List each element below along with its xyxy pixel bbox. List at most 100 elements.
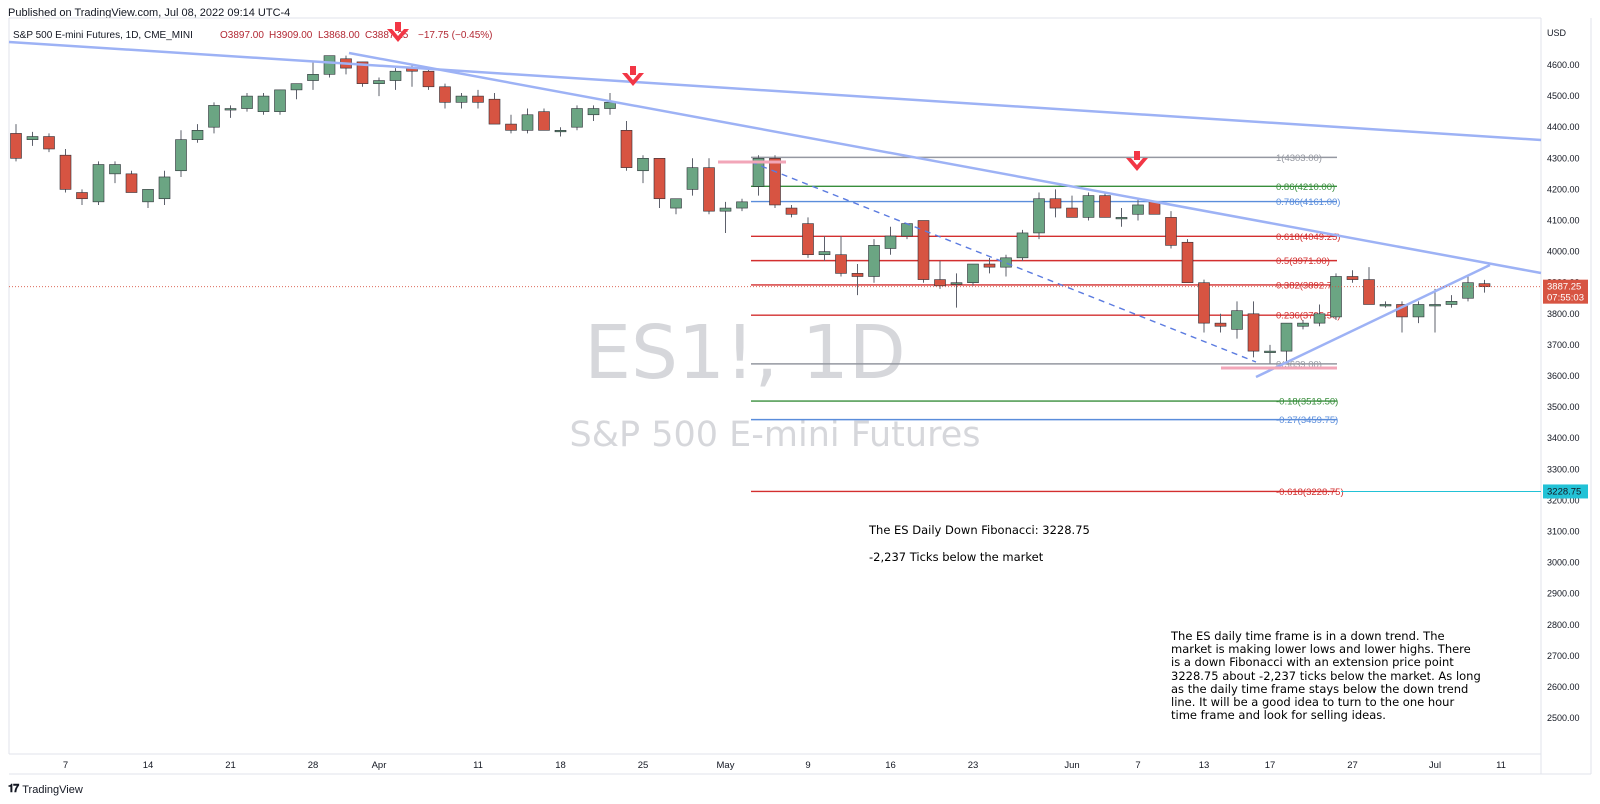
symbol-legend[interactable]: S&P 500 E-mini Futures, 1D, CME_MINI O38… — [13, 30, 493, 41]
fibonacci-retracement[interactable]: 1(4303.00) 0.86(4210.00) 0.786(4161.00) 0.6… — [751, 153, 1344, 498]
current-price-value: 3887.25 — [1547, 282, 1581, 293]
footer-brand[interactable]: 𝟏𝟕 TradingView — [8, 783, 83, 796]
candle-body — [43, 136, 55, 150]
candle-body — [158, 176, 171, 200]
candle-body — [505, 123, 517, 131]
fib-level-label: 0.5(3971.00) — [1276, 256, 1330, 267]
candle-body — [1115, 217, 1128, 220]
candle-body — [719, 207, 732, 212]
trend-lines[interactable] — [8, 40, 1542, 379]
downtrend-line[interactable] — [348, 51, 1542, 275]
candle-body — [769, 158, 781, 206]
candle-body — [1132, 204, 1144, 215]
candle-body — [208, 105, 220, 128]
fib-level-label: 0.618(4049.25) — [1276, 232, 1340, 243]
candle-body — [818, 251, 831, 256]
price-tick-label: 3300.00 — [1547, 464, 1580, 474]
candle-body — [10, 133, 22, 159]
time-tick-label: 28 — [308, 760, 319, 771]
candlestick-series — [10, 55, 1491, 364]
candle-body — [76, 192, 88, 200]
candle-body — [1379, 304, 1392, 307]
time-tick-label: 21 — [225, 760, 236, 771]
candle-body — [1198, 282, 1210, 324]
ohlc-change: −17.75 (−0.45%) — [418, 30, 493, 41]
candle-body — [686, 167, 699, 190]
candle-body — [175, 139, 187, 172]
candle-body — [637, 158, 649, 172]
fib-target-note: The ES Daily Down Fibonacci: 3228.75 — [869, 523, 1090, 537]
long-downtrend-line[interactable] — [8, 40, 1542, 142]
fibonacci-trend-dashed-line[interactable] — [750, 161, 1257, 363]
candle-body — [1099, 195, 1111, 218]
down-arrow-icon — [1126, 151, 1148, 171]
ohlc-close: C3887.25 — [365, 30, 409, 41]
candle-body — [554, 130, 567, 133]
candle-body — [851, 273, 864, 277]
price-tick-label: 3100.00 — [1547, 527, 1580, 537]
uptrend-line[interactable] — [1255, 263, 1491, 379]
candle-body — [488, 98, 501, 125]
candle-body — [59, 154, 72, 190]
candle-body — [835, 254, 847, 274]
candle-body — [620, 130, 633, 168]
time-tick-label: 27 — [1347, 760, 1358, 771]
candle-body — [472, 95, 484, 103]
candle-body — [356, 61, 369, 84]
time-tick-label: 9 — [805, 760, 810, 771]
candle-body — [1429, 304, 1441, 307]
candle-body — [125, 173, 138, 193]
candle-body — [917, 220, 930, 280]
time-tick-label: 18 — [555, 760, 566, 771]
currency-label: USD — [1547, 28, 1567, 38]
candle-body — [1033, 198, 1045, 234]
candle-body — [455, 95, 468, 103]
fib-level-label: -0.618(3228.75) — [1276, 487, 1344, 498]
candle-body — [604, 102, 616, 109]
candle-body — [241, 95, 253, 109]
price-tick-label: 3000.00 — [1547, 558, 1580, 568]
fib-level-label: 1(4303.00) — [1276, 153, 1322, 164]
candle-body — [1016, 232, 1029, 259]
price-tick-label: 4100.00 — [1547, 216, 1580, 226]
target-price-value: 3228.75 — [1547, 486, 1581, 497]
time-tick-label: 11 — [1496, 760, 1506, 771]
price-tick-label: 3600.00 — [1547, 371, 1580, 381]
price-tick-label: 4000.00 — [1547, 247, 1580, 257]
target-price-tag-bg — [1543, 484, 1588, 499]
candle-body — [257, 95, 270, 112]
time-tick-label: 17 — [1265, 760, 1276, 771]
candle-body — [752, 158, 765, 187]
candle-body — [983, 263, 996, 268]
time-tick-label: May — [717, 760, 735, 771]
published-label: Published on TradingView.com, Jul 08, 20… — [8, 7, 291, 19]
watermark-subtitle: S&P 500 E-mini Futures — [570, 415, 981, 455]
symbol-name: S&P 500 E-mini Futures, 1D, CME_MINI — [13, 30, 193, 41]
candle-body — [191, 130, 204, 140]
candle-body — [1247, 313, 1260, 352]
fib-level-label: 0.786(4161.00) — [1276, 197, 1340, 208]
candle-body — [571, 108, 583, 128]
price-tick-label: 4200.00 — [1547, 184, 1580, 194]
price-tick-label: 3400.00 — [1547, 433, 1580, 443]
candle-body — [1000, 257, 1012, 268]
price-tick-label: 2700.00 — [1547, 651, 1580, 661]
ohlc-open: O3897.00 — [220, 30, 264, 41]
fib-level-label: 0.86(4210.00) — [1276, 182, 1335, 193]
candle-body — [1363, 279, 1375, 305]
candle-body — [1280, 322, 1293, 352]
current-price-tag: 3887.25 07:55:03 — [1543, 279, 1588, 304]
candle-body — [290, 83, 303, 91]
candle-body — [802, 223, 814, 256]
candle-body — [323, 55, 336, 75]
price-tick-label: 2500.00 — [1547, 713, 1580, 723]
time-tick-label: 7 — [1135, 760, 1140, 771]
candle-body — [1330, 276, 1342, 318]
tradingview-logo-icon: 𝟏𝟕 — [8, 783, 19, 795]
candle-body — [92, 164, 105, 203]
candle-body — [224, 108, 237, 111]
price-tick-label: 3700.00 — [1547, 340, 1580, 350]
candle-body — [1445, 301, 1458, 305]
down-arrow-icon — [622, 66, 644, 86]
